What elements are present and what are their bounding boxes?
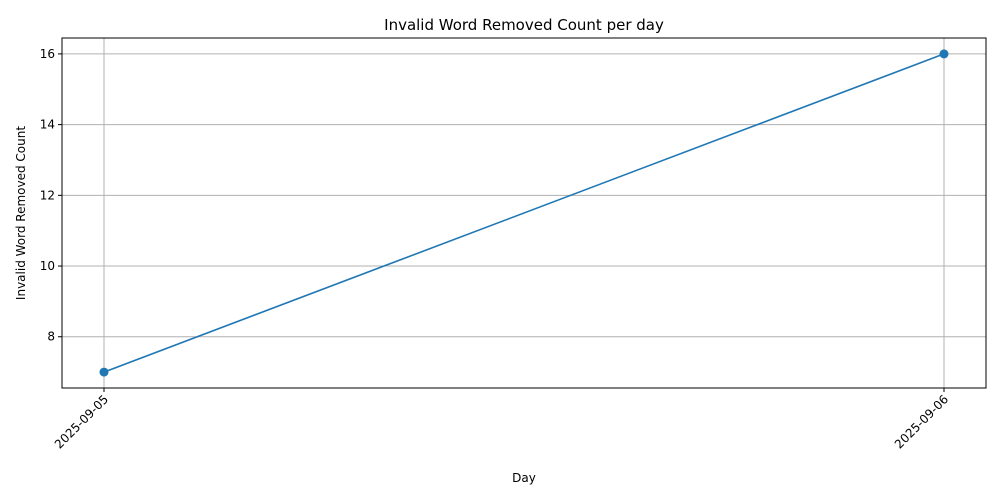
y-tick-label: 14 — [40, 118, 55, 132]
data-point-marker — [99, 367, 109, 377]
grid-layer — [62, 38, 986, 388]
y-tick-label: 8 — [47, 330, 55, 344]
x-axis-label: Day — [512, 471, 536, 485]
series-layer — [99, 49, 949, 377]
y-tick-label: 12 — [40, 188, 55, 202]
plot-frame — [61, 37, 987, 389]
data-point-marker — [939, 49, 949, 59]
series-line — [103, 53, 945, 373]
chart-title: Invalid Word Removed Count per day — [384, 16, 664, 34]
y-tick-label: 16 — [40, 47, 55, 61]
y-tick-label: 10 — [40, 259, 55, 273]
y-axis-label: Invalid Word Removed Count — [14, 126, 28, 300]
